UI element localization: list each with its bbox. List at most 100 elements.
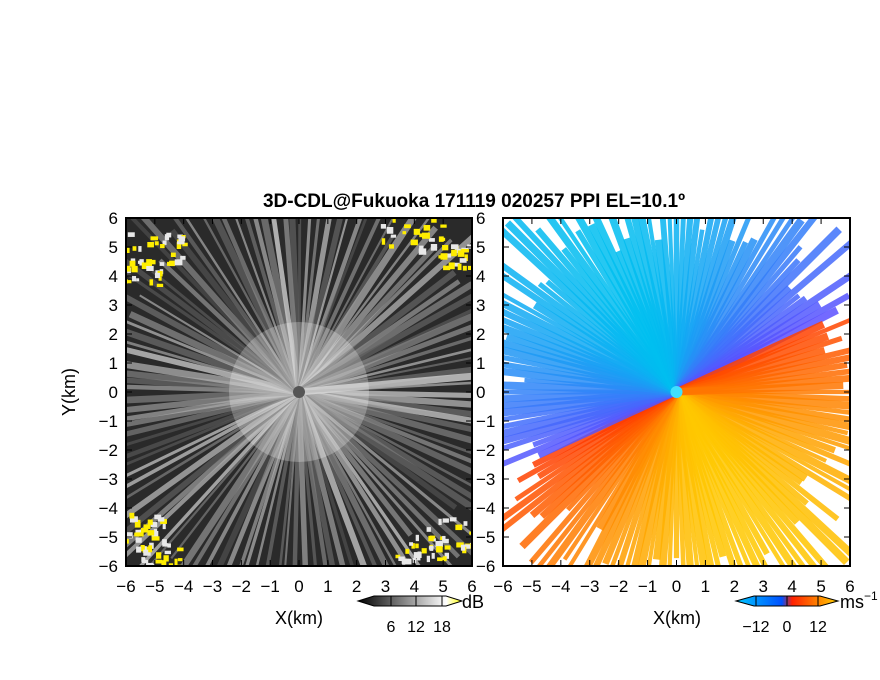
intensity-highlight-speck <box>182 242 188 247</box>
velocity-image <box>503 218 850 566</box>
intensity-highlight-speck <box>177 241 185 245</box>
intensity-highlight-speck <box>170 252 176 258</box>
intensity-ray <box>298 324 472 395</box>
velocity-rays <box>503 218 850 566</box>
intensity-colorbar-unit: dB <box>462 592 484 612</box>
left-x-tick-label: 0 <box>294 577 303 596</box>
left-y-tick-label-right: −3 <box>476 470 495 489</box>
intensity-ray <box>221 218 302 393</box>
intensity-ray <box>297 389 472 476</box>
intensity-highlight-speck <box>147 241 154 248</box>
intensity-highlight-speck <box>162 523 166 530</box>
left-y-tick-label-right: 3 <box>476 296 485 315</box>
intensity-highlight-speck <box>148 545 153 553</box>
intensity-highlight-speck <box>129 512 135 519</box>
intensity-ray <box>202 218 301 393</box>
intensity-highlight-speck <box>426 527 431 532</box>
intensity-highlight-speck <box>479 522 482 526</box>
intensity-highlight-speck <box>456 542 464 548</box>
intensity-highlight-speck <box>145 546 150 551</box>
intensity-highlight-speck <box>469 531 472 535</box>
intensity-highlight-speck <box>118 271 121 276</box>
intensity-highlight-speck <box>467 265 472 270</box>
intensity-highlight-speck <box>453 262 460 267</box>
intensity-highlight-speck <box>158 276 162 281</box>
intensity-highlight-speck <box>162 539 167 545</box>
intensity-highlight-speck <box>132 246 137 251</box>
right-x-tick-label: 1 <box>701 577 710 596</box>
intensity-highlight-speck <box>146 259 152 267</box>
intensity-highlight-speck <box>129 260 136 267</box>
intensity-ray <box>297 293 472 395</box>
right-x-tick-label: 3 <box>759 577 768 596</box>
intensity-highlight-speck <box>442 535 446 543</box>
intensity-ray <box>172 218 301 394</box>
right-x-tick-label: −5 <box>522 577 541 596</box>
intensity-ray <box>184 218 301 393</box>
intensity-ray <box>298 381 472 394</box>
intensity-highlight-speck <box>167 543 171 548</box>
intensity-highlight-speck <box>141 557 146 562</box>
intensity-ray <box>126 340 300 394</box>
intensity-highlight-speck <box>417 212 422 216</box>
intensity-colorbar-tick-label: 18 <box>433 619 451 636</box>
left-y-tick-label-right: 2 <box>476 325 485 344</box>
intensity-highlight-speck <box>444 545 451 550</box>
left-y-tick-label: −6 <box>99 557 118 576</box>
intensity-ray <box>278 391 301 566</box>
chart-title: 3D-CDL@Fukuoka 171119 020257 PPI EL=10.1… <box>263 191 685 212</box>
intensity-ray <box>126 390 300 478</box>
intensity-highlight-speck <box>162 543 168 547</box>
intensity-highlight-speck <box>136 546 142 553</box>
intensity-highlight-speck <box>136 532 144 537</box>
left-y-tick-label-right: −6 <box>476 557 495 576</box>
left-y-tick-label-right: 5 <box>476 238 485 257</box>
velocity-ray <box>676 381 844 396</box>
intensity-highlight-speck <box>150 236 159 241</box>
intensity-ray <box>126 388 300 404</box>
intensity-highlight-speck <box>381 238 386 245</box>
velocity-colorbar-tick-label: 0 <box>783 619 792 636</box>
intensity-highlight-speck <box>460 544 466 551</box>
intensity-ray <box>292 391 302 566</box>
intensity-highlight-speck <box>129 516 138 523</box>
intensity-ray <box>271 218 302 393</box>
intensity-highlight-speck <box>141 262 149 270</box>
intensity-ray <box>169 228 302 394</box>
intensity-highlight-speck <box>444 253 452 258</box>
left-y-tick-label: −2 <box>99 441 118 460</box>
intensity-highlight-speck <box>438 518 442 525</box>
intensity-highlight-speck <box>464 248 469 253</box>
intensity-ray <box>298 348 472 394</box>
intensity-highlight-speck <box>428 238 435 242</box>
left-y-tick-label-right: −2 <box>476 441 495 460</box>
intensity-highlight-speck <box>444 552 450 559</box>
right-x-tick-label: 4 <box>787 577 796 596</box>
left-y-tick-label: −1 <box>99 412 118 431</box>
right-x-tick-label: −2 <box>609 577 628 596</box>
intensity-ray <box>234 218 301 393</box>
left-y-tick-label-right: 6 <box>476 209 485 228</box>
intensity-highlight-speck <box>157 517 165 522</box>
intensity-highlight-speck <box>150 259 156 265</box>
left-x-tick-label: −2 <box>232 577 251 596</box>
intensity-highlight-speck <box>451 244 459 250</box>
velocity-colorbar-unit-base: ms <box>840 592 864 612</box>
intensity-highlight-speck <box>463 521 468 526</box>
intensity-highlight-speck <box>146 265 154 271</box>
intensity-highlight-speck <box>155 270 160 274</box>
intensity-highlight-speck <box>457 263 462 271</box>
intensity-highlight-speck <box>380 224 387 229</box>
intensity-colorbar-bar <box>356 595 464 607</box>
intensity-highlight-speck <box>154 241 159 246</box>
intensity-highlight-speck <box>177 547 184 552</box>
intensity-ray <box>204 391 301 566</box>
intensity-highlight-speck <box>435 540 443 548</box>
left-y-tick-label-right: −5 <box>476 528 495 547</box>
intensity-highlight-speck <box>428 535 434 542</box>
intensity-highlight-speck <box>438 236 444 242</box>
left-y-tick-label: −5 <box>99 528 118 547</box>
intensity-ray <box>126 390 300 447</box>
right-panel: −6 −5 −4 −3 −2 −1 0 1 2 3 4 5 6 X(km) <box>493 217 855 628</box>
